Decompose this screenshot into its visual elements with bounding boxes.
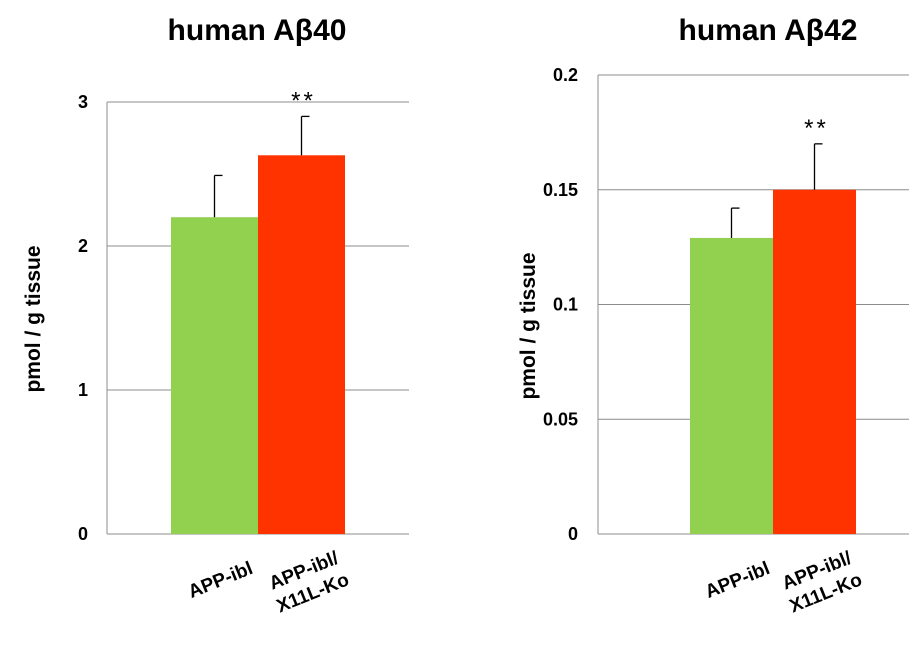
- chart-abeta42: human Aβ42 pmol / g tissue 0 0.05 0.1 0.15 0…: [517, 14, 909, 617]
- bar-app-ibl: [690, 237, 773, 534]
- y-tick-label: 0.2: [553, 65, 578, 85]
- x-tick-label: APP-ibl/X11L-Ko: [265, 547, 352, 617]
- y-tick-label: 0: [568, 524, 578, 544]
- y-tick-label: 1: [78, 380, 88, 400]
- chart-title: human Aβ42: [679, 14, 858, 47]
- y-axis-label: pmol / g tissue: [517, 252, 540, 399]
- x-tick-label: APP-ibl: [185, 558, 256, 603]
- chart-title: human Aβ40: [168, 14, 347, 47]
- y-tick-label: 0.05: [543, 409, 578, 429]
- significance-annotation: **: [291, 87, 316, 114]
- x-tick-label: APP-ibl/X11L-Ko: [778, 547, 865, 617]
- chart-abeta40: human Aβ40 pmol / g tissue 0 1 2 3 APP-ibl AP…: [22, 14, 409, 617]
- y-tick-label: 3: [78, 92, 88, 112]
- y-tick-label: 0.1: [553, 295, 578, 315]
- y-tick-label: 0.15: [543, 180, 578, 200]
- bar-app-ibl-x11l-ko: [773, 189, 856, 534]
- y-axis-label: pmol / g tissue: [22, 245, 45, 392]
- significance-annotation: **: [804, 115, 829, 142]
- bar-app-ibl: [171, 217, 258, 534]
- bar-app-ibl-x11l-ko: [258, 155, 345, 534]
- y-tick-label: 0: [78, 524, 88, 544]
- x-tick-label: APP-ibl: [702, 558, 773, 603]
- y-tick-label: 2: [78, 236, 88, 256]
